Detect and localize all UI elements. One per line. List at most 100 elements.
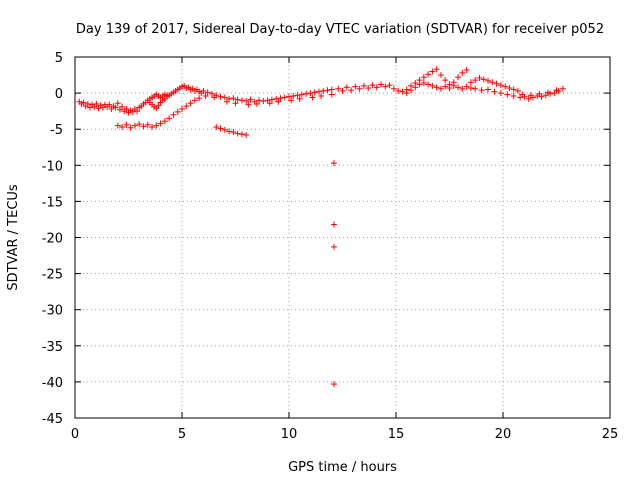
data-point	[425, 71, 432, 78]
data-point	[232, 100, 239, 107]
data-point	[497, 82, 504, 89]
data-point	[226, 128, 233, 135]
y-axis-title: SDTVAR / TECUs	[6, 184, 21, 291]
data-point	[119, 103, 126, 110]
data-point	[247, 96, 254, 103]
data-point	[134, 108, 141, 115]
data-point	[144, 121, 151, 128]
data-point	[213, 124, 220, 131]
data-point	[277, 95, 284, 102]
data-point	[309, 94, 316, 101]
data-point	[497, 90, 504, 97]
data-point	[234, 96, 241, 103]
data-point	[395, 87, 402, 94]
data-point	[202, 92, 209, 99]
data-point	[369, 82, 376, 89]
data-point	[339, 87, 346, 94]
data-point	[420, 74, 427, 81]
data-point	[463, 66, 470, 73]
data-point	[544, 89, 551, 96]
data-point	[238, 97, 245, 104]
data-point	[266, 100, 273, 107]
data-point	[140, 123, 147, 130]
data-point	[320, 87, 327, 94]
data-point	[157, 120, 164, 127]
data-point	[275, 98, 282, 105]
data-point	[307, 90, 314, 97]
data-point	[200, 87, 207, 94]
data-point	[286, 93, 292, 100]
y-tick-label: -30	[42, 304, 63, 319]
data-point	[123, 105, 130, 112]
data-point	[429, 82, 436, 89]
data-point	[378, 81, 385, 88]
data-point	[221, 126, 228, 133]
data-point	[420, 79, 427, 86]
data-point	[343, 84, 350, 91]
grid-layer	[75, 57, 610, 418]
data-point	[472, 85, 479, 92]
data-point	[480, 76, 487, 83]
data-point	[399, 88, 406, 95]
x-tick-label: 10	[281, 427, 298, 442]
y-tick-label: -40	[42, 376, 63, 391]
data-point	[303, 90, 310, 97]
data-point	[208, 90, 215, 97]
data-point	[506, 85, 513, 92]
data-point	[330, 381, 337, 388]
data-point	[519, 91, 526, 98]
data-point	[161, 118, 168, 125]
data-point	[478, 87, 485, 94]
data-point	[318, 92, 325, 99]
data-point	[290, 92, 297, 99]
data-point	[296, 95, 303, 102]
data-point	[330, 160, 337, 167]
data-point	[407, 87, 414, 94]
data-point	[281, 94, 288, 101]
data-point	[223, 98, 230, 105]
data-point	[243, 98, 250, 105]
y-tick-label: -15	[42, 195, 63, 210]
data-point	[489, 79, 496, 86]
data-point	[127, 124, 134, 131]
data-point	[245, 101, 252, 108]
data-point	[510, 86, 517, 93]
data-point	[348, 87, 355, 94]
data-point	[536, 90, 543, 97]
data-point	[442, 77, 449, 84]
data-point	[324, 87, 331, 94]
data-point	[352, 83, 359, 90]
data-point	[256, 97, 263, 104]
data-point	[315, 88, 322, 95]
data-point	[525, 95, 532, 102]
data-point	[373, 84, 380, 91]
data-point	[514, 87, 521, 94]
data-point	[485, 77, 492, 84]
data-point	[131, 122, 138, 129]
data-point	[174, 108, 181, 115]
data-point	[217, 93, 224, 100]
data-point	[450, 82, 457, 89]
data-point	[153, 122, 160, 129]
y-tick-label: -5	[50, 123, 63, 138]
data-point	[527, 92, 534, 99]
data-point	[403, 90, 410, 97]
data-point	[360, 82, 367, 89]
x-tick-label: 25	[602, 427, 619, 442]
data-point	[459, 69, 466, 76]
data-point	[330, 221, 337, 228]
data-point	[493, 80, 500, 87]
data-point	[170, 111, 177, 118]
data-point	[298, 91, 305, 98]
data-points	[76, 66, 566, 388]
data-point	[559, 85, 566, 92]
data-point	[416, 81, 423, 88]
data-point	[164, 92, 171, 99]
x-axis-title: GPS time / hours	[288, 460, 397, 475]
data-point	[429, 68, 436, 75]
data-point	[253, 100, 260, 107]
data-point	[217, 125, 224, 132]
data-point	[183, 103, 190, 110]
x-tick-label: 20	[495, 427, 512, 442]
data-point	[268, 96, 275, 103]
